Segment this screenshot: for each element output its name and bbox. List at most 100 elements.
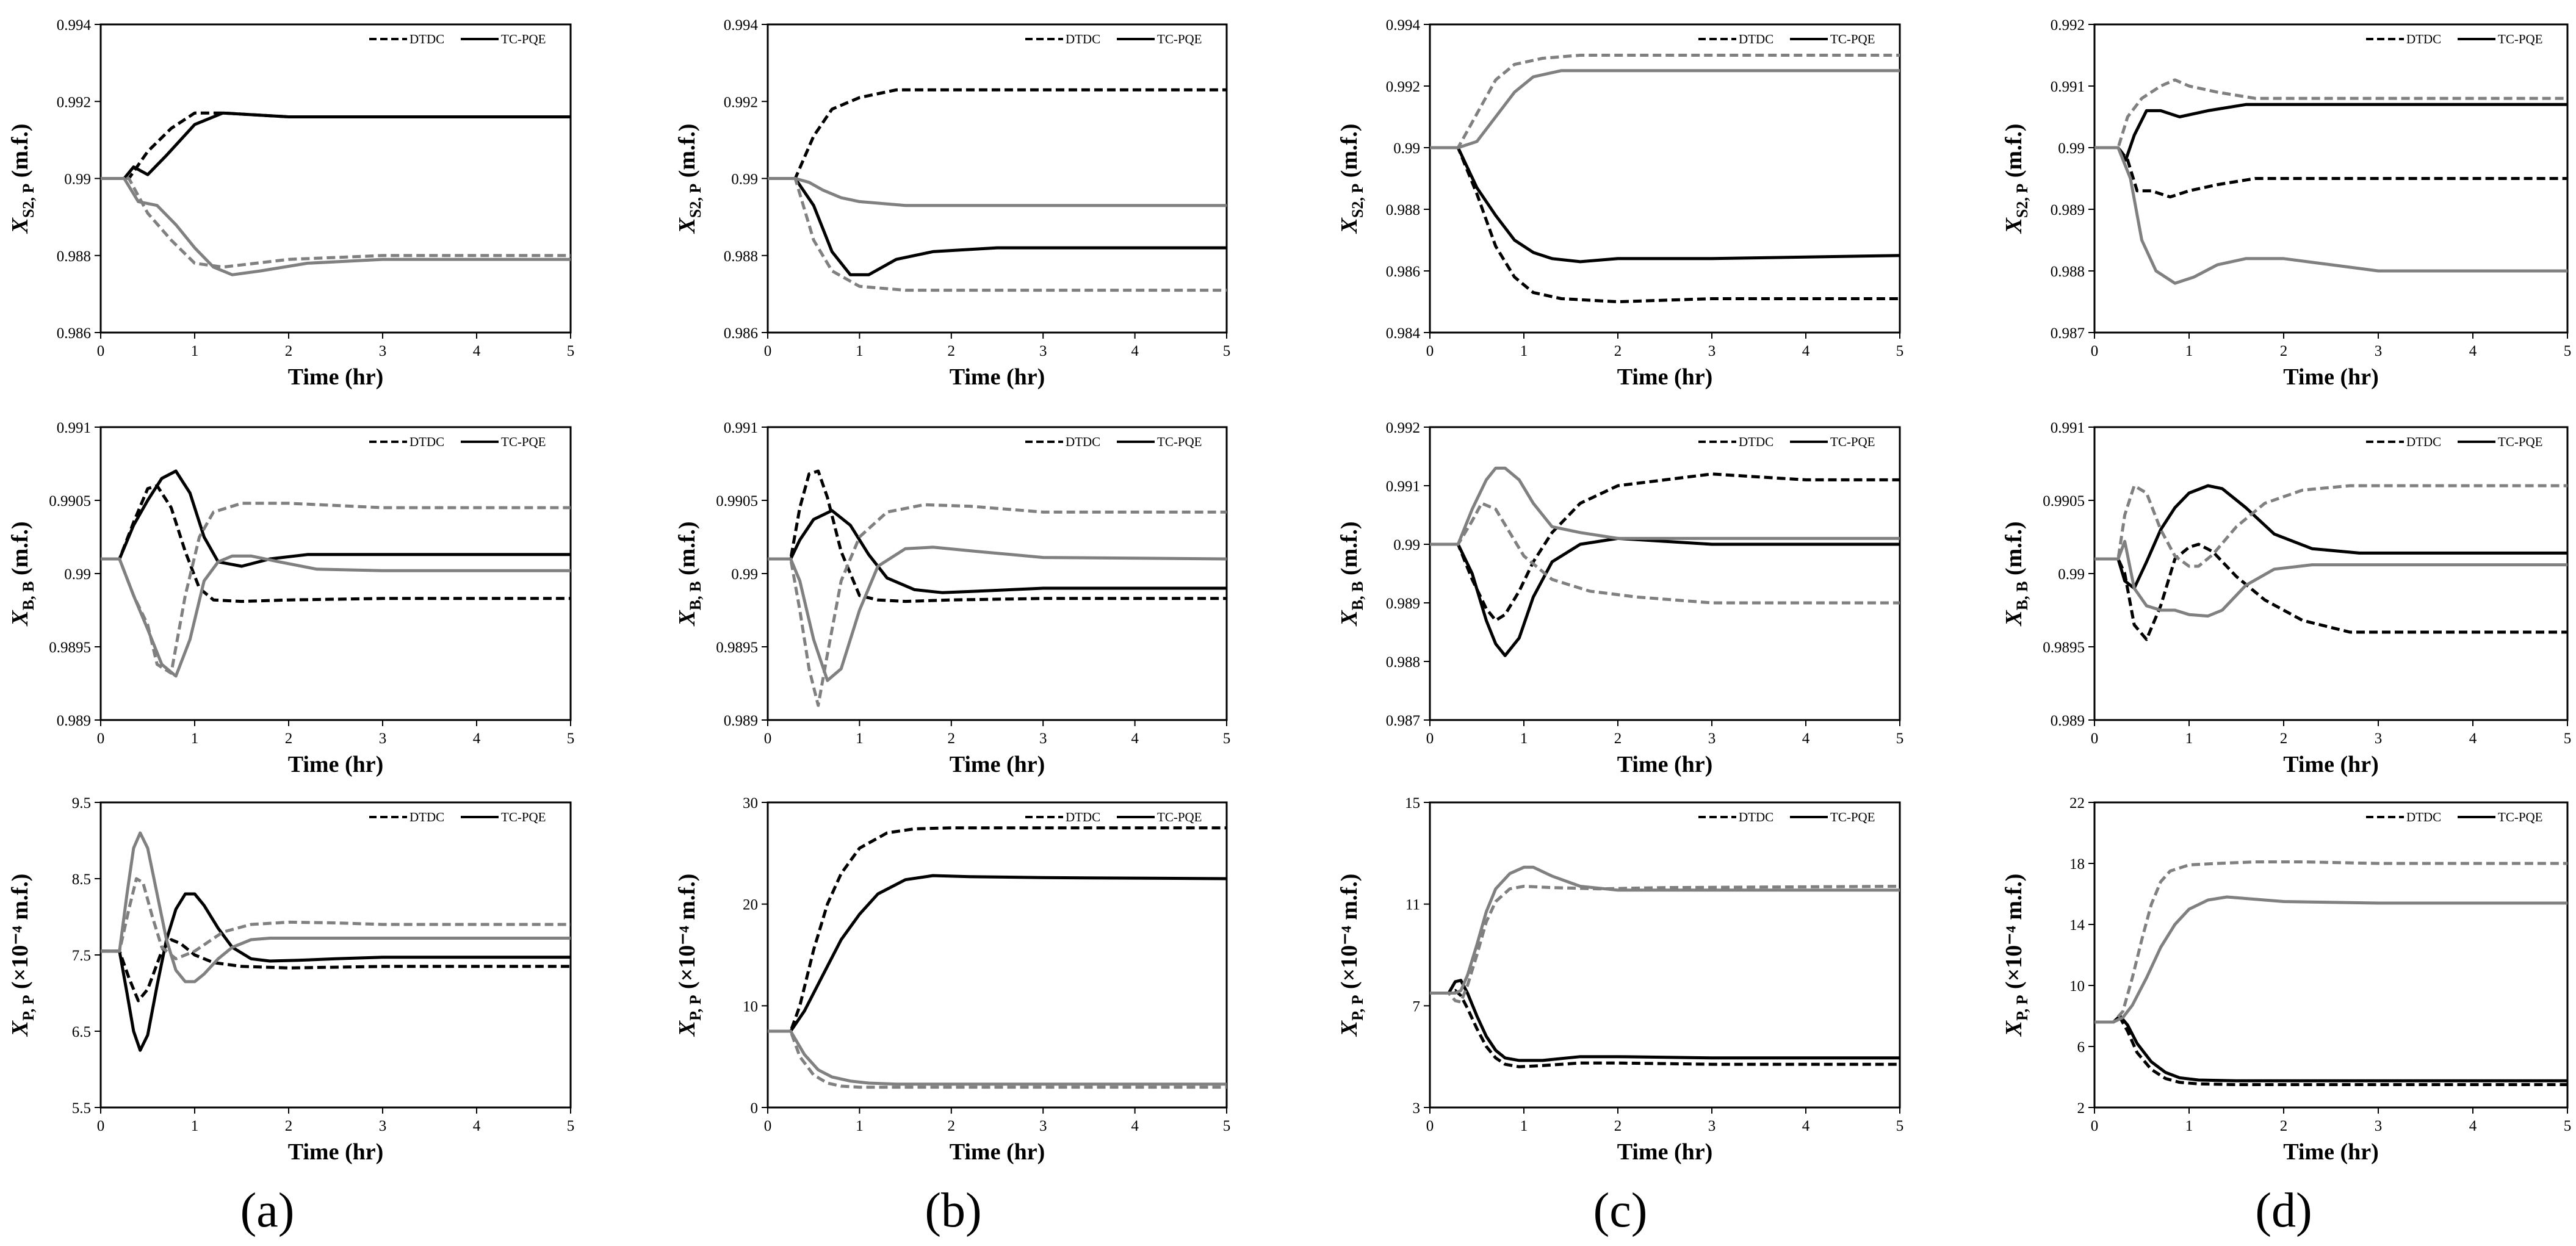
series-line-tc-pqe-black xyxy=(2094,484,2567,590)
y-axis-title: XS2, P (m.f.) xyxy=(1337,124,1366,234)
y-tick-label: 0.99 xyxy=(2058,140,2085,157)
x-tick-label: 5 xyxy=(567,343,575,359)
x-tick-label: 3 xyxy=(2375,343,2383,359)
series-line-tc-pqe-black xyxy=(768,509,1227,594)
chart-b2: 0 1 2 3 4 5 0.989 0.9895 0.99 0.9905 0.991 Time (hr… xyxy=(674,420,1230,777)
x-axis-title: Time (hr) xyxy=(2283,1139,2379,1165)
y-tick-label: 0.992 xyxy=(57,94,91,110)
x-tick-label: 4 xyxy=(2469,343,2477,359)
series-line-dtdc-gray xyxy=(768,177,1227,292)
x-axis-title: Time (hr) xyxy=(1617,364,1713,390)
legend-label-tc-pqe: TC-PQE xyxy=(1830,810,1875,824)
chart-c2: 0 1 2 3 4 5 0.987 0.988 0.989 0.99 0.991 0.992 Time … xyxy=(1337,420,1903,777)
x-tick-label: 2 xyxy=(285,343,293,359)
x-axis-title: Time (hr) xyxy=(288,1139,384,1165)
series-line-tc-pqe-black xyxy=(1430,979,1900,1062)
x-tick-label: 3 xyxy=(1039,343,1047,359)
x-tick-label: 3 xyxy=(1039,730,1047,747)
series-line-dtdc-gray xyxy=(768,503,1227,707)
chart-c3: 0 1 2 3 4 5 3 7 11 15 Time (hr) XP, P (×10⁻⁴ m.f.) D… xyxy=(1337,795,1903,1165)
x-tick-label: 0 xyxy=(2091,1118,2099,1134)
y-tick-label: 0.989 xyxy=(1386,596,1420,612)
x-tick-label: 5 xyxy=(1223,343,1231,359)
x-tick-label: 5 xyxy=(2564,730,2572,747)
legend-label-dtdc: DTDC xyxy=(1066,32,1100,46)
x-tick-label: 4 xyxy=(2469,730,2477,747)
y-axis-subscript: B, B xyxy=(20,582,37,611)
series-line-dtdc-gray xyxy=(2094,860,2567,1024)
y-tick-label: 0.99 xyxy=(731,171,758,188)
y-axis-unit: (m.f.) xyxy=(674,124,700,184)
y-tick-label: 0.987 xyxy=(2051,325,2085,342)
x-tick-label: 1 xyxy=(2185,730,2193,747)
plot-frame xyxy=(1429,426,1901,721)
y-axis-subscript: B, B xyxy=(2013,582,2031,611)
y-tick-label: 0.9905 xyxy=(2043,493,2085,510)
y-axis-title: XP, P (×10⁻⁴ m.f.) xyxy=(2001,874,2031,1037)
legend-label-tc-pqe: TC-PQE xyxy=(1157,32,1202,46)
y-tick-label: 0.987 xyxy=(1386,713,1420,729)
x-tick-label: 1 xyxy=(856,730,864,747)
legend-label-dtdc: DTDC xyxy=(2406,434,2441,449)
x-tick-label: 4 xyxy=(1131,343,1139,359)
y-tick-label: 0.992 xyxy=(1386,79,1420,95)
legend-label-tc-pqe: TC-PQE xyxy=(2498,32,2543,46)
chart-a1: 0 1 2 3 4 5 0.986 0.988 0.99 0.992 0.994 Time (hr) X… xyxy=(7,17,574,390)
y-axis-symbol: X xyxy=(1337,1020,1362,1037)
x-axis-title: Time (hr) xyxy=(950,364,1045,390)
plot-frame xyxy=(1429,801,1901,1109)
y-tick-label: 0.991 xyxy=(1386,478,1420,495)
y-axis-subscript: P, P xyxy=(1349,995,1366,1020)
y-tick-label: 9.5 xyxy=(72,795,91,812)
y-tick-label: 15 xyxy=(1405,795,1420,812)
x-axis-title: Time (hr) xyxy=(2283,752,2379,777)
y-axis-title: XP, P (×10⁻⁴ m.f.) xyxy=(674,874,704,1037)
series-line-tc-pqe-gray xyxy=(768,177,1227,207)
series-line-tc-pqe-gray xyxy=(101,177,571,276)
x-axis-title: Time (hr) xyxy=(950,1139,1045,1165)
y-tick-label: 0 xyxy=(751,1100,759,1117)
legend-label-dtdc: DTDC xyxy=(1739,32,1773,46)
x-tick-label: 0 xyxy=(764,1118,772,1134)
y-tick-label: 0.99 xyxy=(1393,140,1420,157)
x-tick-label: 2 xyxy=(285,730,293,747)
series-line-tc-pqe-black xyxy=(101,469,571,568)
y-tick-label: 0.989 xyxy=(2051,202,2085,218)
x-tick-label: 4 xyxy=(1802,730,1810,747)
y-axis-symbol: X xyxy=(674,1020,700,1037)
x-tick-label: 3 xyxy=(1708,343,1716,359)
x-tick-label: 0 xyxy=(1426,343,1434,359)
y-axis-symbol: X xyxy=(674,217,700,234)
plot-frame xyxy=(767,801,1228,1109)
x-tick-label: 2 xyxy=(2280,343,2288,359)
y-axis-subscript: S2, P xyxy=(1349,184,1366,218)
x-tick-label: 0 xyxy=(2091,730,2099,747)
y-tick-label: 0.9905 xyxy=(716,493,758,510)
panel-letter-a: (a) xyxy=(240,1184,295,1237)
x-axis-title: Time (hr) xyxy=(1617,1139,1713,1165)
y-axis-symbol: X xyxy=(1337,217,1362,234)
y-axis-subscript: P, P xyxy=(20,995,37,1020)
y-tick-label: 0.988 xyxy=(2051,264,2085,280)
legend-label-dtdc: DTDC xyxy=(409,32,444,46)
legend-label-dtdc: DTDC xyxy=(1066,810,1100,824)
y-tick-label: 0.988 xyxy=(1386,202,1420,218)
y-tick-label: 0.988 xyxy=(1386,654,1420,671)
x-tick-label: 1 xyxy=(2185,1118,2193,1134)
series-line-tc-pqe-black xyxy=(2094,103,2567,162)
legend-label-dtdc: DTDC xyxy=(2406,810,2441,824)
y-axis-symbol: X xyxy=(2001,217,2027,234)
y-tick-label: 6 xyxy=(2077,1039,2085,1056)
series-line-dtdc-black xyxy=(768,88,1227,180)
y-tick-label: 0.99 xyxy=(1393,537,1420,553)
y-axis-symbol: X xyxy=(7,610,33,627)
y-tick-label: 0.991 xyxy=(724,420,758,436)
series-line-tc-pqe-gray xyxy=(101,831,571,984)
x-axis-title: Time (hr) xyxy=(288,364,384,390)
x-tick-label: 1 xyxy=(191,1118,199,1134)
legend-label-dtdc: DTDC xyxy=(409,434,444,449)
y-axis-title: XS2, P (m.f.) xyxy=(7,124,37,234)
x-tick-label: 1 xyxy=(191,343,199,359)
x-tick-label: 4 xyxy=(2469,1118,2477,1134)
